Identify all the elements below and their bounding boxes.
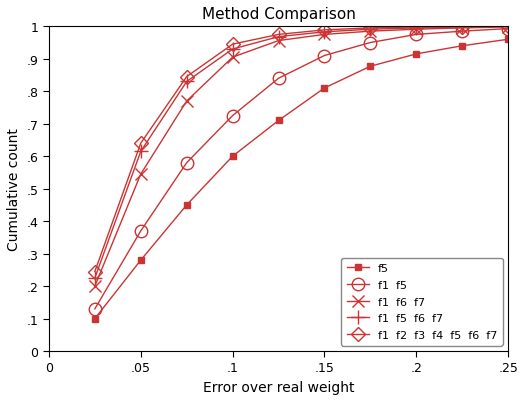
f1  f2  f3  f4  f5  f6  f7 [138, 142, 144, 146]
f1  f5 [367, 41, 373, 46]
f1  f5 [413, 33, 419, 38]
Line: f5: f5 [92, 37, 511, 322]
f1  f6  f7 [459, 26, 465, 31]
f1  f5  f6  f7 [459, 25, 465, 30]
Line: f1  f5: f1 f5 [89, 23, 514, 315]
f1  f5  f6  f7 [229, 47, 236, 52]
Line: f1  f2  f3  f4  f5  f6  f7: f1 f2 f3 f4 f5 f6 f7 [90, 22, 513, 277]
f1  f5  f6  f7 [276, 35, 282, 40]
Y-axis label: Cumulative count: Cumulative count [7, 128, 21, 251]
f5 [505, 38, 511, 43]
f1  f5  f6  f7 [413, 26, 419, 31]
f1  f6  f7 [229, 56, 236, 61]
f1  f5  f6  f7 [505, 25, 511, 30]
f5 [321, 86, 328, 91]
f5 [138, 258, 144, 263]
Title: Method Comparison: Method Comparison [202, 7, 355, 22]
f1  f5 [459, 30, 465, 34]
f1  f6  f7 [276, 39, 282, 44]
f1  f5 [92, 307, 98, 312]
f5 [276, 119, 282, 124]
f1  f5  f6  f7 [92, 276, 98, 281]
f1  f6  f7 [138, 172, 144, 177]
Legend: f5, f1  f5, f1  f6  f7, f1  f5  f6  f7, f1  f2  f3  f4  f5  f6  f7: f5, f1 f5, f1 f6 f7, f1 f5 f6 f7, f1 f2 … [341, 258, 502, 346]
f1  f6  f7 [367, 30, 373, 34]
f1  f5 [138, 229, 144, 234]
f1  f5  f6  f7 [367, 28, 373, 32]
f1  f5  f6  f7 [138, 150, 144, 154]
f1  f6  f7 [413, 28, 419, 32]
f1  f6  f7 [92, 284, 98, 289]
f1  f5  f6  f7 [321, 30, 328, 35]
f1  f2  f3  f4  f5  f6  f7 [92, 269, 98, 274]
f1  f6  f7 [184, 99, 190, 104]
Line: f1  f5  f6  f7: f1 f5 f6 f7 [88, 20, 515, 285]
f5 [367, 65, 373, 69]
f1  f2  f3  f4  f5  f6  f7 [459, 25, 465, 30]
f1  f2  f3  f4  f5  f6  f7 [367, 26, 373, 31]
f1  f5  f6  f7 [184, 80, 190, 85]
f1  f5 [229, 114, 236, 119]
f1  f2  f3  f4  f5  f6  f7 [413, 25, 419, 30]
f5 [184, 203, 190, 208]
f1  f2  f3  f4  f5  f6  f7 [229, 43, 236, 47]
X-axis label: Error over real weight: Error over real weight [203, 380, 354, 394]
f1  f5 [276, 77, 282, 81]
f1  f6  f7 [321, 33, 328, 38]
f1  f2  f3  f4  f5  f6  f7 [505, 25, 511, 30]
f1  f2  f3  f4  f5  f6  f7 [276, 33, 282, 38]
f5 [92, 316, 98, 321]
f1  f2  f3  f4  f5  f6  f7 [184, 75, 190, 80]
Line: f1  f6  f7: f1 f6 f7 [89, 22, 513, 292]
f1  f5 [505, 27, 511, 32]
f5 [459, 44, 465, 49]
f1  f5 [321, 54, 328, 59]
f1  f2  f3  f4  f5  f6  f7 [321, 28, 328, 33]
f5 [413, 53, 419, 57]
f1  f6  f7 [505, 25, 511, 30]
f1  f5 [184, 161, 190, 166]
f5 [229, 154, 236, 159]
